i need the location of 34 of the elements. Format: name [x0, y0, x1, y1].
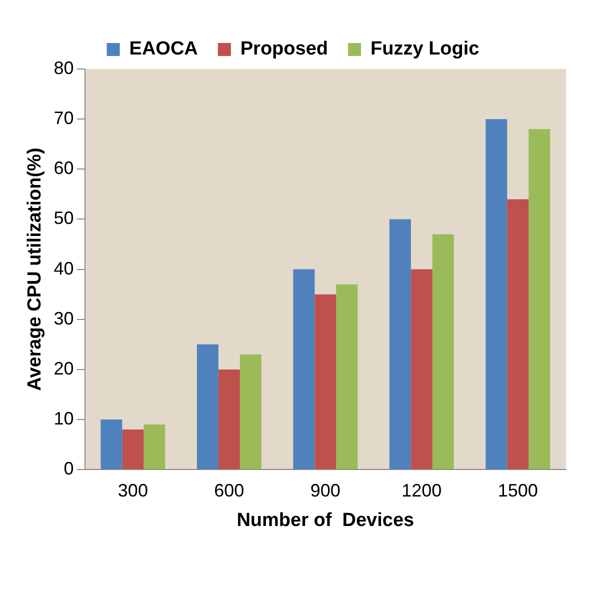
y-tick-label: 10 [54, 408, 74, 428]
x-axis-title: Number of Devices [236, 510, 414, 531]
bar [122, 430, 144, 470]
x-tick-label: 1500 [498, 480, 538, 500]
bar [144, 424, 166, 470]
bar [336, 284, 358, 470]
x-tick-label: 600 [214, 480, 244, 500]
bar [432, 234, 454, 470]
bar [389, 219, 411, 470]
x-tick-label: 300 [118, 480, 148, 500]
y-tick-label: 60 [54, 158, 74, 178]
legend-label: EAOCA [129, 38, 198, 60]
bar [196, 344, 218, 470]
x-tick-label: 1200 [402, 480, 442, 500]
bar [100, 420, 122, 470]
y-tick-label: 70 [54, 108, 74, 128]
x-tick-label: 900 [310, 480, 340, 500]
bar [486, 119, 508, 470]
bar [218, 369, 240, 470]
y-axis-title: Average CPU utilization(%) [24, 148, 46, 391]
y-tick-label: 20 [54, 358, 74, 378]
y-tick-label: 0 [64, 458, 74, 479]
bar [240, 354, 262, 470]
bar [528, 129, 550, 470]
legend-label: Proposed [240, 38, 328, 60]
y-tick-label: 80 [54, 58, 74, 78]
bar [410, 269, 432, 470]
bar [314, 294, 336, 470]
y-tick-label: 30 [54, 308, 74, 328]
bar [507, 199, 529, 470]
y-tick-label: 50 [54, 208, 74, 228]
legend-label: Fuzzy Logic [370, 38, 480, 60]
y-tick-label: 40 [54, 258, 74, 278]
bar [293, 269, 315, 470]
